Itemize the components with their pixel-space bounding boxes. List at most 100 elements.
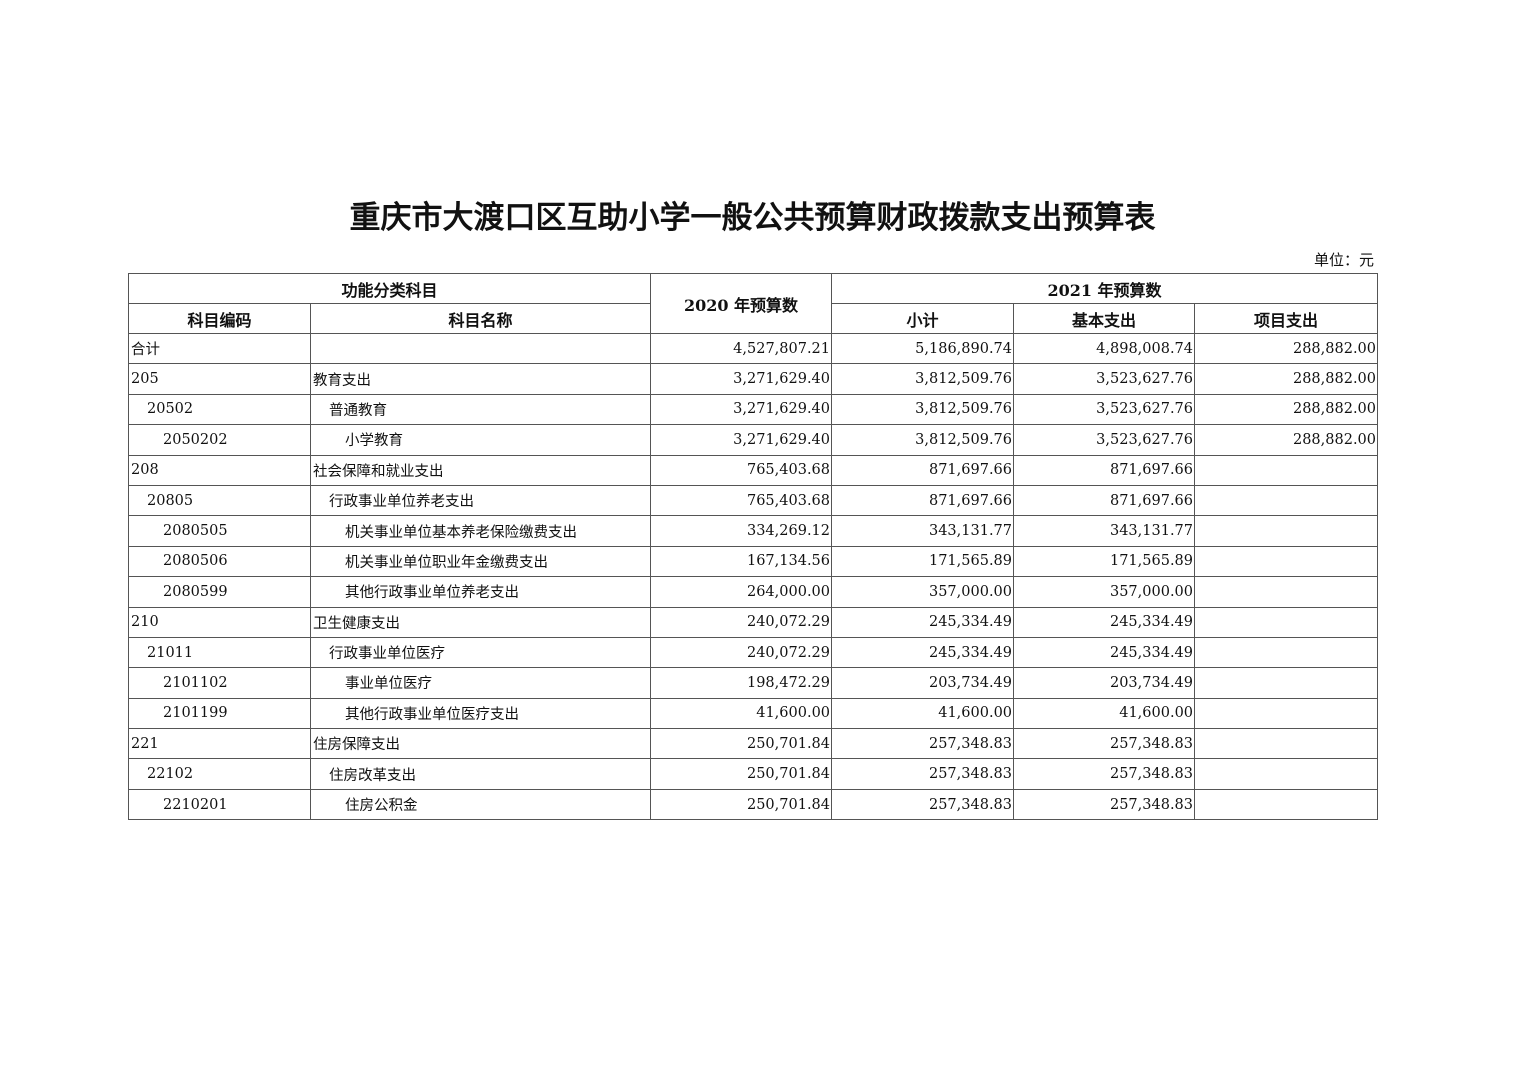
table-row: 21011 行政事业单位医疗 240,072.29 245,334.49 245,334…: [128, 636, 1379, 669]
cell-2021-basic: 871,697.66: [1013, 454, 1196, 486]
cell-2021-basic: 257,348.83: [1013, 788, 1196, 821]
cell-name: 住房改革支出: [309, 758, 652, 790]
cell-code: 20805: [128, 484, 311, 517]
table-row: 205 教育支出 3,271,629.40 3,812,509.76 3,523,627…: [128, 363, 1379, 395]
cell-2020-budget: 765,403.68: [650, 454, 833, 486]
cell-name: 其他行政事业单位医疗支出: [309, 697, 652, 730]
cell-2021-basic: 257,348.83: [1013, 758, 1196, 790]
table-row: 20805 行政事业单位养老支出 765,403.68 871,697.66 871,6…: [128, 484, 1379, 517]
cell-2021-basic: 257,348.83: [1013, 728, 1196, 760]
cell-2021-project: [1194, 606, 1379, 638]
header-code: 科目编码: [128, 303, 311, 334]
cell-2021-project: [1194, 697, 1379, 730]
cell-2021-project: [1194, 758, 1379, 790]
cell-2021-subtotal: 41,600.00: [831, 697, 1015, 730]
cell-name: 其他行政事业单位养老支出: [309, 576, 652, 608]
cell-name: 普通教育: [309, 393, 652, 426]
cell-2021-basic: 203,734.49: [1013, 667, 1196, 699]
cell-name: 机关事业单位基本养老保险缴费支出: [309, 515, 652, 547]
header-name: 科目名称: [309, 303, 652, 334]
header-function-category: 功能分类科目: [127, 273, 652, 304]
table-row: 2050202 小学教育 3,271,629.40 3,812,509.76 3,523…: [128, 424, 1379, 456]
table-row: 2101199 其他行政事业单位医疗支出 41,600.00 41,600.00 41,…: [128, 697, 1379, 730]
header-subtotal: 小计: [831, 303, 1015, 334]
cell-name: 小学教育: [309, 424, 652, 456]
cell-2020-budget: 334,269.12: [650, 515, 833, 547]
cell-2021-basic: 871,697.66: [1013, 484, 1196, 517]
header-2021-budget: 2021 年预算数: [831, 273, 1379, 304]
header-row-2: 科目编码 科目名称 小计 基本支出 项目支出: [128, 303, 1379, 334]
cell-name: 住房保障支出: [309, 728, 652, 760]
cell-2021-basic: 343,131.77: [1013, 515, 1196, 547]
cell-code: 22102: [128, 758, 311, 790]
cell-name: 行政事业单位医疗: [309, 636, 652, 669]
header-row-1: 功能分类科目 2020 年预算数 2021 年预算数: [127, 273, 1379, 334]
table-row: 2080599 其他行政事业单位养老支出 264,000.00 357,000.00 3…: [128, 576, 1379, 608]
cell-2021-subtotal: 171,565.89: [831, 545, 1015, 578]
cell-2021-project: [1194, 515, 1379, 547]
cell-2021-project: 288,882.00: [1194, 393, 1379, 426]
cell-2021-subtotal: 3,812,509.76: [831, 424, 1015, 456]
table-row: 2210201 住房公积金 250,701.84 257,348.83 257,348.…: [128, 788, 1379, 821]
cell-2020-budget: 765,403.68: [650, 484, 833, 517]
cell-name: 社会保障和就业支出: [309, 454, 652, 486]
header-project: 项目支出: [1194, 303, 1379, 334]
cell-2021-basic: 245,334.49: [1013, 636, 1196, 669]
cell-2021-basic: 3,523,627.76: [1013, 424, 1196, 456]
cell-2020-budget: 240,072.29: [650, 636, 833, 669]
cell-2021-subtotal: 203,734.49: [831, 667, 1015, 699]
cell-2021-project: 288,882.00: [1194, 363, 1379, 395]
cell-code: 221: [128, 728, 311, 760]
cell-2020-budget: 3,271,629.40: [650, 424, 833, 456]
table-row: 20502 普通教育 3,271,629.40 3,812,509.76 3,523,6…: [128, 393, 1379, 426]
cell-name: 卫生健康支出: [309, 606, 652, 638]
cell-2021-project: [1194, 636, 1379, 669]
cell-2021-project: 288,882.00: [1194, 424, 1379, 456]
table-row: 合计 4,527,807.21 5,186,890.74 4,898,008.74 28…: [128, 332, 1379, 365]
cell-2021-basic: 357,000.00: [1013, 576, 1196, 608]
cell-2021-subtotal: 257,348.83: [831, 758, 1015, 790]
cell-2021-project: [1194, 545, 1379, 578]
table-row: 2101102 事业单位医疗 198,472.29 203,734.49 203,734…: [128, 667, 1379, 699]
cell-2021-subtotal: 245,334.49: [831, 636, 1015, 669]
cell-2021-subtotal: 3,812,509.76: [831, 393, 1015, 426]
cell-name: [309, 332, 652, 365]
cell-2021-basic: 4,898,008.74: [1013, 332, 1196, 365]
cell-2021-project: [1194, 788, 1379, 821]
cell-2021-subtotal: 257,348.83: [831, 728, 1015, 760]
cell-2020-budget: 250,701.84: [650, 788, 833, 821]
cell-code: 205: [128, 363, 311, 395]
table-body: 合计 4,527,807.21 5,186,890.74 4,898,008.74 28…: [128, 332, 1379, 821]
cell-name: 事业单位医疗: [309, 667, 652, 699]
cell-2020-budget: 3,271,629.40: [650, 363, 833, 395]
cell-2021-subtotal: 871,697.66: [831, 484, 1015, 517]
cell-code: 合计: [128, 332, 311, 365]
cell-code: 208: [128, 454, 311, 486]
cell-2021-basic: 245,334.49: [1013, 606, 1196, 638]
cell-2021-subtotal: 343,131.77: [831, 515, 1015, 547]
cell-name: 住房公积金: [309, 788, 652, 821]
cell-2021-basic: 3,523,627.76: [1013, 393, 1196, 426]
cell-2020-budget: 198,472.29: [650, 667, 833, 699]
cell-2021-subtotal: 5,186,890.74: [831, 332, 1015, 365]
cell-code: 2101199: [128, 697, 311, 730]
cell-2020-budget: 240,072.29: [650, 606, 833, 638]
cell-2021-project: [1194, 728, 1379, 760]
cell-2021-subtotal: 871,697.66: [831, 454, 1015, 486]
cell-name: 机关事业单位职业年金缴费支出: [309, 545, 652, 578]
cell-2020-budget: 4,527,807.21: [650, 332, 833, 365]
cell-2021-subtotal: 257,348.83: [831, 788, 1015, 821]
cell-code: 2080599: [128, 576, 311, 608]
cell-code: 2080506: [128, 545, 311, 578]
cell-2020-budget: 264,000.00: [650, 576, 833, 608]
cell-2021-project: [1194, 454, 1379, 486]
table-row: 208 社会保障和就业支出 765,403.68 871,697.66 871,697.…: [128, 454, 1379, 486]
cell-2020-budget: 41,600.00: [650, 697, 833, 730]
cell-2020-budget: 250,701.84: [650, 758, 833, 790]
cell-2021-basic: 3,523,627.76: [1013, 363, 1196, 395]
header-basic: 基本支出: [1013, 303, 1196, 334]
cell-code: 2050202: [128, 424, 311, 456]
cell-2021-project: 288,882.00: [1194, 332, 1379, 365]
cell-code: 20502: [128, 393, 311, 426]
cell-2021-basic: 41,600.00: [1013, 697, 1196, 730]
